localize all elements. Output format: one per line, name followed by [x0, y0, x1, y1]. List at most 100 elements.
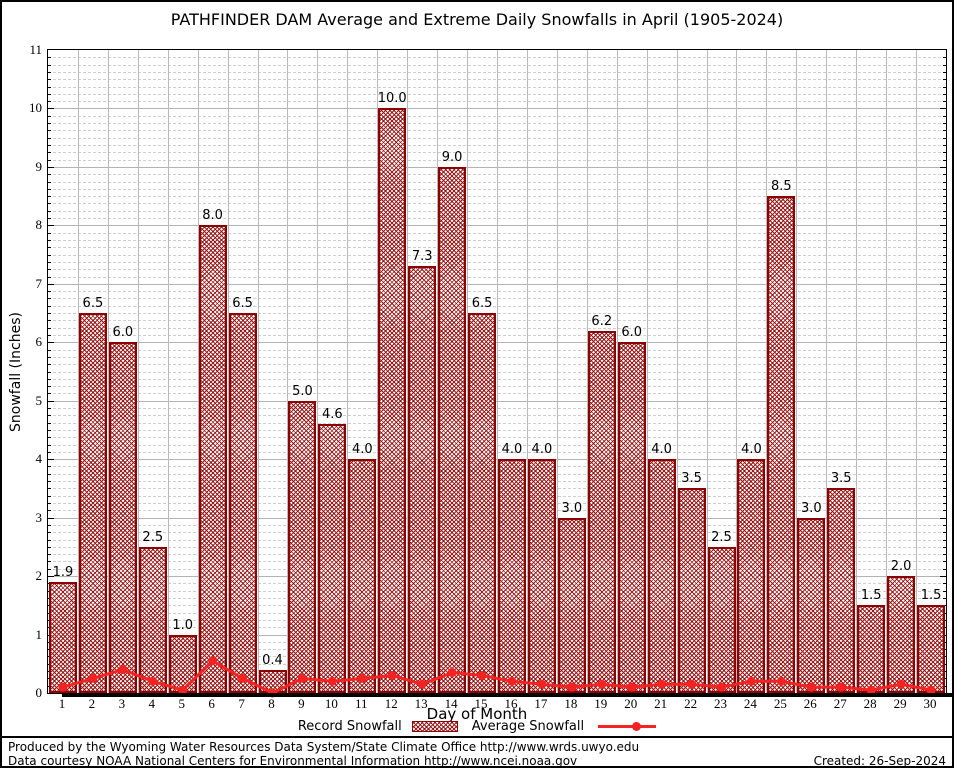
legend-record-label: Record Snowfall — [297, 719, 402, 734]
x-axis-tick — [331, 693, 362, 697]
bar-value-label: 10.0 — [377, 91, 407, 107]
bar-value-label: 1.5 — [920, 588, 942, 604]
bar-value-label: 6.5 — [82, 296, 104, 312]
y-axis-tick — [943, 349, 946, 351]
y-axis-tick — [943, 203, 946, 205]
x-tick-label: 9 — [298, 696, 305, 711]
record-snowfall-bar — [797, 517, 826, 693]
x-tick-label: 4 — [148, 696, 156, 711]
record-snowfall-bar — [917, 605, 946, 693]
y-axis-tick — [48, 437, 51, 439]
x-tick-label: 23 — [714, 696, 727, 711]
y-axis-tick — [48, 327, 51, 329]
y-axis-tick — [940, 459, 946, 461]
gridline-vertical — [616, 50, 618, 693]
y-axis-tick — [48, 203, 51, 205]
y-axis-tick — [940, 108, 946, 110]
y-axis-tick — [48, 510, 51, 512]
y-axis-tick — [48, 342, 54, 344]
x-tick-label: 29 — [893, 696, 907, 711]
x-tick-label: 27 — [833, 696, 847, 711]
y-axis-tick — [943, 481, 946, 483]
bar-value-label: 1.9 — [52, 564, 74, 580]
y-axis-tick — [943, 590, 946, 592]
y-tick-label: 9 — [35, 158, 43, 174]
y-axis-tick — [943, 415, 946, 417]
bar-value-label: 8.0 — [202, 208, 223, 224]
record-snowfall-bar — [707, 546, 736, 693]
chart-region: PATHFINDER DAM Average and Extreme Daily… — [2, 2, 952, 738]
chart-title: PATHFINDER DAM Average and Extreme Daily… — [170, 10, 784, 29]
y-axis-tick — [48, 561, 51, 563]
y-tick-label: 10 — [29, 100, 42, 116]
y-axis-tick — [48, 152, 51, 154]
average-point-marker — [118, 665, 128, 675]
average-point-marker — [417, 679, 427, 689]
x-axis-tick — [451, 693, 482, 697]
y-axis-tick — [943, 437, 946, 439]
y-axis-tick — [943, 291, 946, 293]
x-tick-label: 14 — [444, 696, 458, 711]
average-point-marker — [477, 670, 487, 680]
average-point-marker — [717, 682, 726, 692]
y-axis-tick — [943, 130, 946, 132]
y-tick-label: 2 — [35, 568, 43, 584]
y-axis-tick — [943, 93, 946, 95]
y-axis-tick — [48, 188, 51, 190]
gridline-vertical — [287, 50, 289, 693]
record-snowfall-bar — [288, 400, 317, 693]
y-axis-tick — [48, 298, 51, 300]
record-snowfall-bar — [318, 424, 347, 693]
y-axis-tick — [943, 466, 946, 468]
y-axis-tick — [943, 473, 946, 475]
bar-value-label: 5.0 — [292, 383, 313, 399]
y-axis-tick — [48, 356, 51, 358]
bar-value-label: 7.3 — [411, 249, 433, 265]
y-axis-tick — [943, 101, 946, 103]
y-axis-tick — [943, 210, 946, 212]
y-axis-tick — [48, 320, 51, 322]
y-axis-tick — [48, 546, 51, 548]
y-tick-label: 1 — [35, 626, 43, 642]
record-snowfall-bar — [527, 459, 556, 693]
gridline-vertical — [227, 50, 229, 693]
y-axis-tick — [943, 174, 946, 176]
y-tick-label: 8 — [35, 217, 43, 233]
y-axis-tick — [48, 451, 51, 453]
y-axis-tick — [48, 539, 51, 541]
x-axis-tick — [211, 693, 242, 697]
y-tick-label: 11 — [29, 42, 42, 57]
x-axis-tick — [241, 693, 272, 697]
record-snowfall-bar — [468, 313, 497, 693]
bar-value-label: 4.0 — [501, 442, 523, 458]
average-point-marker — [88, 673, 98, 683]
gridline-vertical — [586, 50, 588, 693]
bar-value-label: 0.4 — [262, 652, 283, 668]
y-axis-tick — [48, 276, 51, 278]
record-snowfall-bar — [857, 605, 886, 693]
y-axis-tick — [48, 576, 54, 578]
y-axis-tick — [48, 166, 54, 168]
x-axis-tick — [540, 693, 571, 697]
x-axis-tick — [421, 693, 452, 697]
y-axis-tick — [943, 144, 946, 146]
average-snowfall-line-icon — [598, 722, 657, 731]
record-snowfall-bar — [557, 517, 586, 693]
y-axis-tick — [943, 524, 946, 526]
x-axis-tick — [181, 693, 212, 697]
y-axis-tick — [943, 181, 946, 183]
gridline-vertical — [556, 50, 558, 693]
y-axis-tick — [48, 371, 51, 373]
y-axis-tick — [48, 488, 51, 490]
y-axis-tick — [48, 554, 51, 556]
y-axis-tick — [943, 598, 946, 599]
y-axis-tick — [48, 137, 51, 139]
y-axis-tick — [48, 93, 51, 95]
x-axis-tick — [510, 693, 541, 697]
y-axis-tick — [943, 115, 946, 117]
x-axis-tick — [690, 693, 721, 697]
y-axis-tick — [48, 225, 54, 227]
y-axis-tick — [48, 269, 51, 271]
y-axis-tick — [943, 378, 946, 380]
bar-value-label: 4.0 — [651, 442, 672, 458]
